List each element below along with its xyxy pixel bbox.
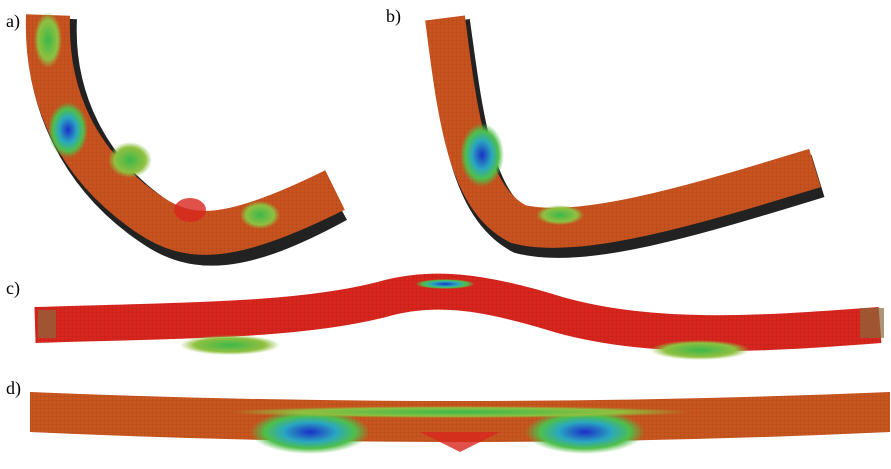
panel-label: b) — [386, 6, 401, 27]
stress-spot — [174, 198, 206, 222]
panel-a — [34, 12, 335, 241]
panel-label: c) — [6, 278, 20, 299]
panel-c — [35, 279, 884, 360]
stress-spot — [230, 406, 690, 418]
beam-mesh — [445, 18, 815, 228]
beam-mesh — [35, 292, 880, 334]
stress-spot — [415, 279, 475, 289]
stress-spot — [240, 201, 280, 229]
panel-b — [445, 18, 818, 236]
end-plate — [38, 310, 56, 338]
stress-spot — [460, 123, 504, 187]
stress-spot — [34, 12, 62, 68]
stress-spot — [536, 205, 584, 225]
stress-spot — [48, 102, 88, 158]
stress-spot — [108, 142, 152, 178]
stress-spot — [180, 335, 280, 355]
figure: a) b) c) d) — [0, 0, 891, 469]
panel-label: d) — [6, 378, 21, 399]
panel-label: a) — [6, 11, 20, 32]
stress-spot — [650, 340, 750, 360]
panel-d — [30, 392, 890, 454]
stress-spot — [420, 432, 500, 452]
page: a) b) c) d) (() => { const data = JSON.p… — [0, 0, 891, 469]
end-plate — [860, 308, 884, 338]
